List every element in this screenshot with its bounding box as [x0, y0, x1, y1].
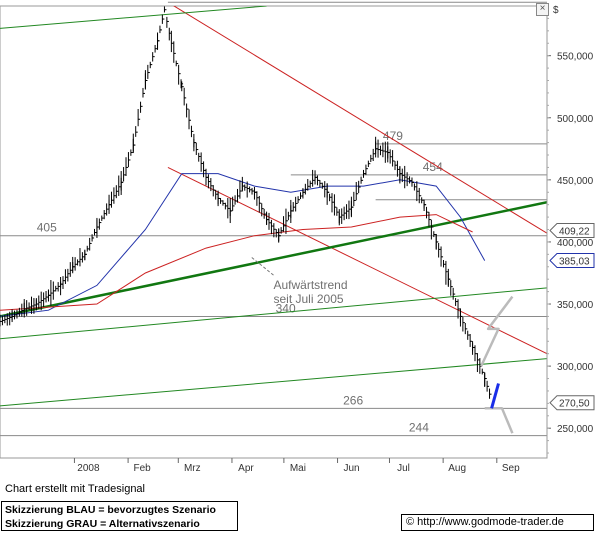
plot-area: 593479454405340266244Aufwärtstrendseit J… [0, 0, 548, 459]
level-label: 405 [37, 221, 57, 235]
price-tag [549, 253, 595, 269]
x-tick-label: Aug [448, 463, 466, 474]
price-tag [549, 222, 595, 238]
legend-gray-scenario: Skizzierung GRAU = Alternativszenario [5, 518, 200, 530]
x-tick-label: Sep [502, 463, 520, 474]
level-label: 479 [383, 129, 403, 143]
blue-scenario-path [490, 383, 500, 409]
moving-average-line [0, 173, 486, 317]
y-axis: $250,000 300,000 350,000 400,000 450,000 500,… [546, 5, 595, 458]
y-tick-label: 350,000 [557, 300, 594, 311]
y-tick-label: 500,000 [557, 114, 594, 125]
moving-average-line [0, 214, 473, 311]
trend-line [173, 6, 547, 234]
x-tick-label: Jul [397, 463, 410, 474]
y-tick-label: 250,000 [557, 424, 594, 435]
x-tick-label: Mai [290, 463, 306, 474]
trend-line [167, 166, 547, 355]
gray-scenario-path [480, 295, 514, 367]
x-tick-label: Apr [238, 463, 254, 474]
close-icon[interactable]: × [536, 3, 549, 16]
y-tick-label: 450,000 [557, 176, 594, 187]
annotation-text: seit Juli 2005 [274, 292, 344, 306]
price-tag [549, 395, 595, 411]
level-label: 266 [343, 393, 363, 407]
x-tick-label: Jun [343, 463, 359, 474]
y-tick-label: 550,000 [557, 52, 594, 63]
trend-lines [0, 6, 547, 407]
scenario-legend: Skizzierung BLAU = bevorzugtes Szenario … [1, 501, 238, 531]
x-axis: 2008 Feb Mrz Apr Mai Jun Jul Aug Sep [0, 457, 547, 474]
level-label: 454 [423, 160, 443, 174]
y-unit-label: $ [553, 5, 559, 16]
trend-line [0, 287, 547, 340]
trend-line [0, 358, 547, 407]
y-tick-label: 300,000 [557, 362, 594, 373]
x-tick-label: 2008 [77, 463, 100, 474]
x-tick-label: Feb [133, 463, 151, 474]
gray-scenario-path [484, 407, 514, 434]
price-tag-label: 270,50 [559, 399, 590, 410]
trend-line [0, 6, 267, 29]
legend-blue-scenario: Skizzierung BLAU = bevorzugtes Szenario [5, 504, 216, 516]
chart-credit: Chart erstellt mit Tradesignal [5, 483, 145, 495]
level-label: 244 [409, 421, 429, 435]
y-tick-label: 400,000 [557, 238, 594, 249]
price-tag-label: 385,03 [559, 257, 590, 268]
source-link[interactable]: © http://www.godmode-trader.de [401, 514, 594, 531]
price-tag-label: 409,22 [559, 226, 590, 237]
level-label: 593 [243, 0, 263, 1]
trend-line [0, 200, 547, 318]
price-bars [0, 6, 492, 399]
annotation-text: Aufwärtstrend [274, 278, 348, 292]
x-tick-label: Mrz [184, 463, 201, 474]
